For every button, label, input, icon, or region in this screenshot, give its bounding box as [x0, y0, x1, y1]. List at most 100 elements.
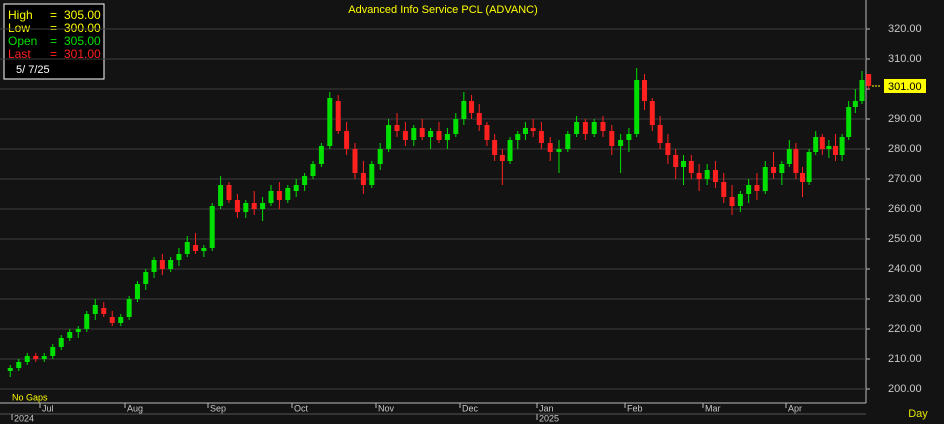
note: No Gaps — [12, 392, 48, 402]
candle-body — [310, 164, 316, 177]
x-tick-label: Mar — [705, 403, 721, 413]
candle-body — [386, 125, 392, 150]
x-tick-label: Nov — [378, 403, 395, 413]
x-tick-label: Dec — [462, 403, 479, 413]
x-tick-label: Jan — [539, 403, 554, 413]
x-tick-label: Apr — [788, 403, 802, 413]
y-tick-label: 230.00 — [888, 293, 922, 305]
candle-body — [688, 161, 694, 174]
candle-body — [839, 137, 845, 156]
y-tick-label: 270.00 — [888, 173, 922, 185]
candle-body — [377, 149, 383, 165]
candle-body — [444, 134, 450, 141]
x-tick-label: Feb — [627, 403, 643, 413]
candle-body — [33, 355, 39, 359]
candle-body — [226, 185, 232, 201]
candle-body — [681, 161, 686, 168]
candle-body — [118, 316, 124, 323]
info-name: High — [8, 8, 33, 22]
candle-body — [276, 191, 282, 201]
candle-body — [7, 367, 13, 371]
x-tick-label: Jul — [42, 403, 54, 413]
candle-body — [394, 125, 400, 132]
info-value: 305.00 — [64, 8, 101, 22]
y-tick-label: 280.00 — [888, 143, 922, 155]
candle-body — [852, 101, 858, 108]
y-tick-label: 210.00 — [888, 353, 922, 365]
candle-body — [251, 202, 257, 209]
last-price-label: 301.00 — [888, 81, 922, 93]
candle-body — [806, 152, 812, 183]
candle-body — [492, 140, 498, 156]
candle-body — [600, 122, 606, 132]
candle-body — [826, 146, 832, 150]
candle-body — [411, 128, 417, 141]
info-frame — [3, 3, 105, 80]
candle-body — [327, 98, 333, 147]
candle-body — [547, 143, 553, 153]
candle-body — [565, 134, 571, 150]
info-name: Last — [8, 47, 31, 61]
candle-body — [402, 131, 408, 141]
candle-body — [484, 125, 490, 141]
info-date: 5/ 7/25 — [16, 64, 50, 76]
y-tick-label: 260.00 — [888, 203, 922, 215]
candle-body — [591, 122, 597, 135]
candle-body — [771, 167, 777, 174]
info-eq: = — [50, 21, 57, 35]
y-tick-label: 240.00 — [888, 263, 922, 275]
candle-body — [737, 194, 743, 206]
candle-body — [673, 155, 679, 168]
chart-title: Advanced Info Service PCL (ADVANC) — [348, 4, 538, 16]
candle-body — [618, 140, 624, 147]
info-eq: = — [50, 47, 57, 61]
candle-body — [58, 337, 64, 347]
x-tick-label: Aug — [127, 403, 143, 413]
info-value: 305.00 — [64, 34, 101, 48]
candle-body — [712, 170, 718, 183]
candle-body — [234, 200, 240, 212]
candle-body — [143, 271, 149, 284]
candle-body — [176, 253, 182, 260]
candle-body — [793, 149, 799, 174]
info-eq: = — [50, 34, 57, 48]
year-label: 2025 — [539, 413, 559, 423]
year-label: 2024 — [14, 413, 34, 423]
candle-body — [193, 244, 199, 251]
y-tick-label: 220.00 — [888, 323, 922, 335]
candle-body — [813, 137, 819, 153]
candle-body — [293, 185, 299, 192]
candle-body — [67, 331, 73, 338]
candle-body — [126, 298, 132, 317]
candle-body — [556, 149, 562, 153]
candle-body — [746, 185, 752, 195]
candle-body — [428, 131, 434, 138]
candle-body — [302, 176, 308, 186]
candle-body — [846, 107, 852, 138]
candle-body — [335, 101, 341, 132]
candle-body — [762, 167, 768, 192]
info-value: 301.00 — [64, 47, 101, 61]
y-tick-label: 200.00 — [888, 383, 922, 395]
candle-body — [522, 128, 528, 135]
candle-body — [75, 328, 81, 332]
candle-body — [268, 191, 274, 203]
candle-body — [285, 188, 291, 201]
candle-body — [168, 259, 174, 269]
candle-body — [24, 355, 30, 362]
candle-body — [41, 355, 47, 359]
candle-body — [657, 125, 663, 144]
x-tick-label: Sep — [210, 403, 226, 413]
candle-body — [318, 146, 324, 165]
candle-body — [352, 149, 358, 174]
candle-body — [786, 149, 792, 165]
candle-body — [218, 185, 224, 206]
candle-body — [201, 247, 207, 251]
info-eq: = — [50, 8, 57, 22]
candle-body — [159, 259, 165, 269]
candle-body — [515, 134, 521, 141]
y-tick-label: 290.00 — [888, 113, 922, 125]
